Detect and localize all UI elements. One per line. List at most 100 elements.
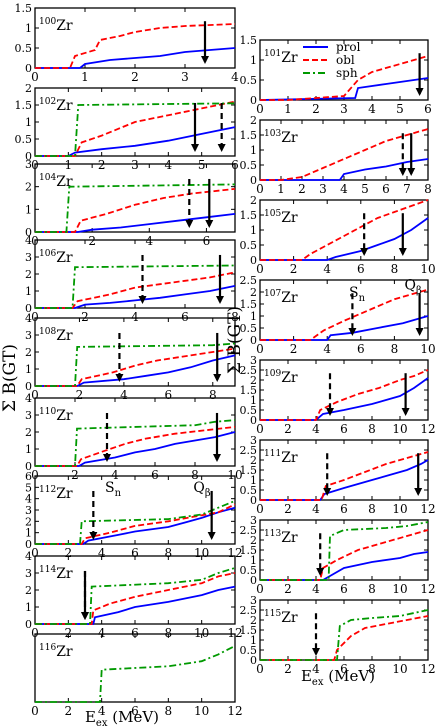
x-tick-label: 6 — [357, 342, 365, 356]
series-prol-line — [35, 431, 236, 467]
y-tick-label: 0 — [250, 574, 257, 587]
x-tick-label: 6 — [131, 704, 139, 718]
x-tick-label: 10 — [392, 502, 407, 516]
x-tick-label: 10 — [392, 662, 407, 676]
x-tick-label: 2 — [76, 388, 84, 402]
series-obl-line — [35, 100, 236, 157]
arrow-head — [326, 408, 334, 416]
series-obl-line — [260, 615, 429, 661]
arrow-head — [316, 568, 325, 576]
x-tick-label: 2 — [65, 626, 73, 640]
y-tick-label: 3 — [250, 514, 257, 527]
x-tick-label: 4 — [131, 310, 139, 324]
x-tick-label: 4 — [231, 70, 239, 84]
y-tick-label: 1 — [250, 634, 257, 647]
x-tick-label: 2 — [290, 342, 298, 356]
x-tick-label: 6 — [340, 582, 348, 596]
panel-title: 102Zr — [39, 97, 73, 114]
series-obl-line — [260, 55, 429, 101]
panel-110zr: 0 2 4 6 8 10 0 1 2 3 4 110Zr — [25, 392, 243, 482]
y-tick-label: 2.5 — [240, 364, 258, 377]
x-tick-label: 6 — [181, 310, 189, 324]
x-tick-label: 8 — [191, 468, 199, 482]
y-tick-label: 2 — [250, 454, 257, 467]
y-tick-label: 0.5 — [15, 133, 33, 146]
panel-title: 112Zr — [39, 485, 73, 502]
y-tick-label: 1 — [25, 203, 32, 216]
y-tick-label: 0 — [25, 460, 32, 473]
x-tick-label: 3 — [131, 158, 139, 172]
x-tick-label: 0 — [256, 182, 264, 196]
y-tick-label: 0 — [250, 334, 257, 347]
x-tick-label: 12 — [227, 626, 242, 640]
x-tick-label: 6 — [340, 662, 348, 676]
x-tick-label: 0 — [256, 502, 264, 516]
series-sph-line — [260, 609, 429, 661]
x-tick-label: 0 — [31, 468, 39, 482]
x-tick-label: 4 — [312, 502, 320, 516]
y-tick-label: 3 — [25, 567, 32, 580]
series-prol-line — [260, 551, 429, 581]
y-tick-label: 1 — [250, 394, 257, 407]
series-obl-line — [35, 572, 236, 625]
x-tick-label: 2 — [88, 234, 96, 248]
y-tick-label: 4 — [25, 493, 32, 506]
series-sph-line — [35, 102, 236, 157]
y-tick-label: 0 — [25, 618, 32, 631]
y-tick-label: 6 — [25, 470, 32, 483]
panel-title: 116Zr — [39, 643, 73, 660]
panel-101zr: 0 1 2 3 4 5 6 0 0.5 1 1.5 101Zr — [240, 34, 432, 116]
y-tick-label: 0.5 — [240, 644, 258, 657]
y-tick-label: 2 — [25, 515, 32, 528]
y-tick-label: 0 — [250, 494, 257, 507]
panel-title: 109Zr — [264, 369, 298, 386]
x-tick-label: 3 — [181, 70, 189, 84]
x-tick-label: 2 — [312, 102, 320, 116]
x-tick-label: 6 — [340, 502, 348, 516]
panel-title: 105Zr — [264, 209, 298, 226]
series-sph-line — [35, 183, 236, 233]
series-prol-line — [260, 217, 429, 261]
x-tick-label: 2 — [284, 582, 292, 596]
panel-title: 110Zr — [39, 407, 73, 424]
x-tick-label: 0 — [256, 422, 264, 436]
y-tick-label: 2 — [25, 346, 32, 359]
y-tick-label: 0.5 — [240, 564, 258, 577]
y-tick-label: 0.5 — [240, 159, 258, 172]
x-tick-label: 2 — [284, 662, 292, 676]
x-tick-label: 8 — [368, 582, 376, 596]
y-tick-label: 1.5 — [240, 209, 258, 222]
y-tick-label: 4 — [25, 312, 32, 325]
x-tick-label: 8 — [231, 310, 239, 324]
y-tick-label: 4 — [25, 392, 32, 405]
legend-prol-label: prol — [336, 40, 361, 54]
left-xlabel-unit: (MeV) — [107, 708, 159, 726]
x-tick-label: 2 — [290, 262, 298, 276]
y-tick-label: 4 — [25, 550, 32, 563]
arrow-head — [398, 248, 407, 256]
y-tick-label: 2 — [25, 82, 32, 95]
series-obl-line — [35, 426, 236, 467]
panel-title: 114Zr — [39, 565, 73, 582]
panel-title: 113Zr — [264, 529, 298, 546]
y-tick-label: 3 — [25, 251, 32, 264]
arrow-head — [81, 612, 89, 620]
y-tick-label: 1.5 — [240, 298, 258, 311]
y-tick-label: 1 — [25, 443, 32, 456]
y-tick-label: 5 — [25, 481, 32, 494]
arrow-head — [216, 296, 224, 304]
y-tick-label: 0.5 — [240, 484, 258, 497]
arrow-head — [414, 488, 423, 496]
y-tick-label: 1.5 — [240, 464, 258, 477]
x-tick-label: 8 — [165, 546, 173, 560]
annotation-label: Qβ — [193, 480, 210, 499]
y-tick-label: 2 — [25, 584, 32, 597]
y-tick-label: 2 — [25, 426, 32, 439]
y-tick-label: 0.5 — [240, 404, 258, 417]
x-tick-label: 8 — [165, 626, 173, 640]
y-tick-label: 0 — [250, 654, 257, 667]
y-tick-label: 2.5 — [240, 274, 258, 287]
